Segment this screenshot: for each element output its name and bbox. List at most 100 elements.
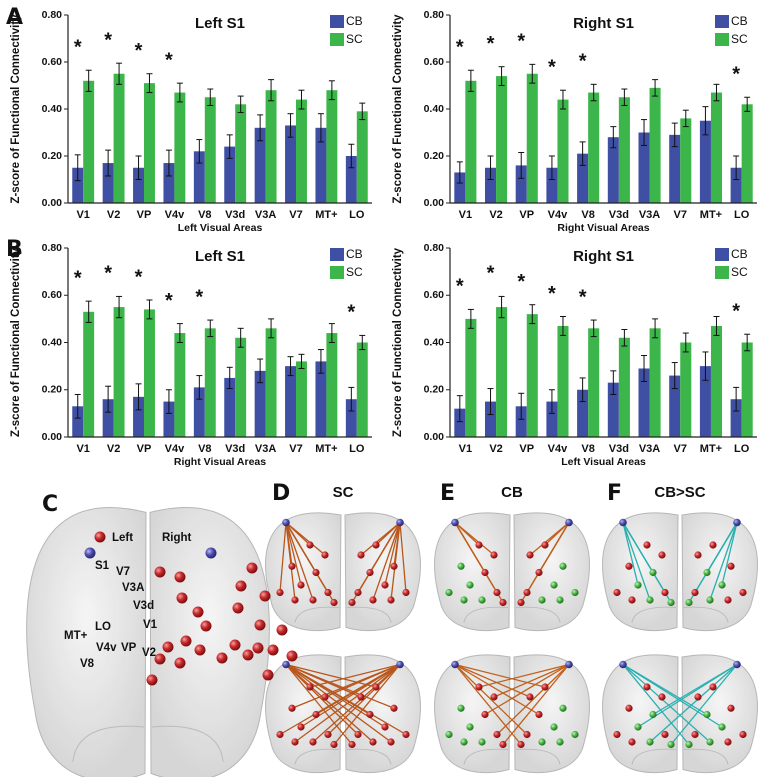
node	[667, 740, 675, 749]
bar	[356, 111, 368, 203]
y-tick-label: 0.40	[42, 336, 63, 348]
node	[291, 738, 299, 746]
y-tick-label: 0.60	[42, 56, 63, 68]
bar	[296, 361, 307, 437]
error-bar	[165, 149, 172, 177]
node	[242, 649, 254, 661]
connection	[622, 522, 666, 593]
error-bar	[268, 79, 275, 102]
x-tick-label: VP	[519, 443, 534, 455]
s1-node	[451, 660, 459, 669]
connection	[279, 522, 287, 593]
node	[286, 650, 298, 662]
bar	[669, 375, 681, 437]
bar	[710, 92, 723, 203]
bar	[557, 99, 569, 203]
node	[162, 641, 174, 653]
node	[267, 644, 279, 656]
bar	[588, 328, 600, 437]
node	[634, 723, 642, 731]
node	[369, 738, 377, 746]
significance-marker: *	[135, 266, 143, 288]
cerebellum	[515, 606, 561, 623]
node	[192, 606, 204, 618]
bar	[315, 127, 327, 203]
node	[526, 551, 534, 559]
node	[402, 730, 410, 739]
error-bar	[328, 80, 335, 101]
node	[613, 588, 621, 597]
y-axis-label: Z-score of Functional Connectivity	[392, 14, 404, 204]
s1-node	[619, 518, 627, 527]
node	[297, 581, 305, 589]
error-bar	[298, 353, 305, 369]
brain	[434, 654, 590, 774]
hemisphere	[434, 512, 511, 632]
hemisphere	[681, 654, 758, 774]
significance-marker: *	[135, 40, 143, 62]
error-bar	[682, 332, 689, 353]
bar	[546, 167, 558, 203]
bar	[741, 342, 753, 437]
bar	[484, 401, 497, 437]
connection	[309, 663, 401, 688]
legend-swatch	[330, 266, 344, 279]
error-bar	[744, 333, 751, 352]
node	[541, 683, 549, 691]
error-bar	[498, 66, 505, 86]
node	[661, 588, 669, 597]
node	[628, 738, 636, 746]
significance-marker: *	[487, 33, 495, 55]
connection	[454, 522, 480, 546]
node	[643, 541, 651, 549]
node	[229, 639, 241, 651]
node	[276, 624, 288, 636]
node	[526, 693, 534, 701]
s1-node	[396, 518, 404, 527]
x-tick-label: LO	[349, 443, 365, 455]
bar	[345, 399, 357, 437]
cerebellum	[631, 748, 677, 765]
node	[478, 596, 486, 604]
bar	[285, 366, 296, 437]
significance-marker: *	[74, 37, 82, 59]
bar	[193, 387, 205, 437]
bar	[265, 90, 277, 203]
error-bar	[548, 389, 555, 414]
node	[369, 596, 377, 604]
bar	[638, 132, 650, 203]
connection	[384, 522, 401, 586]
bar	[577, 389, 589, 437]
node	[297, 723, 305, 731]
bar-chart: 0.00 0.20 0.40 0.60 0.80 Z-score of Functiona…	[10, 9, 372, 234]
y-tick-label: 0.80	[42, 242, 63, 254]
error-bar	[713, 83, 720, 102]
error-bar	[579, 377, 586, 403]
connection	[285, 522, 314, 601]
bar	[618, 337, 630, 437]
significance-marker: *	[195, 286, 203, 308]
cerebellum	[515, 748, 561, 765]
error-bar	[317, 113, 324, 143]
connection	[454, 664, 522, 745]
x-tick-label: V3A	[255, 209, 276, 221]
error-bar	[74, 154, 81, 182]
node	[517, 740, 525, 749]
connection	[351, 522, 401, 603]
node	[499, 740, 507, 749]
s1-node	[451, 518, 459, 527]
node	[262, 669, 274, 681]
node	[288, 562, 296, 570]
node	[146, 674, 158, 686]
significance-marker: *	[732, 301, 740, 323]
error-bar	[237, 95, 244, 114]
node	[694, 693, 702, 701]
connection	[622, 522, 639, 586]
node	[357, 693, 365, 701]
node	[559, 704, 567, 712]
x-tick-label: V4v	[548, 209, 568, 221]
error-bar	[621, 329, 628, 347]
bar	[204, 97, 216, 203]
error-bar	[641, 354, 648, 382]
legend-swatch	[715, 15, 729, 28]
